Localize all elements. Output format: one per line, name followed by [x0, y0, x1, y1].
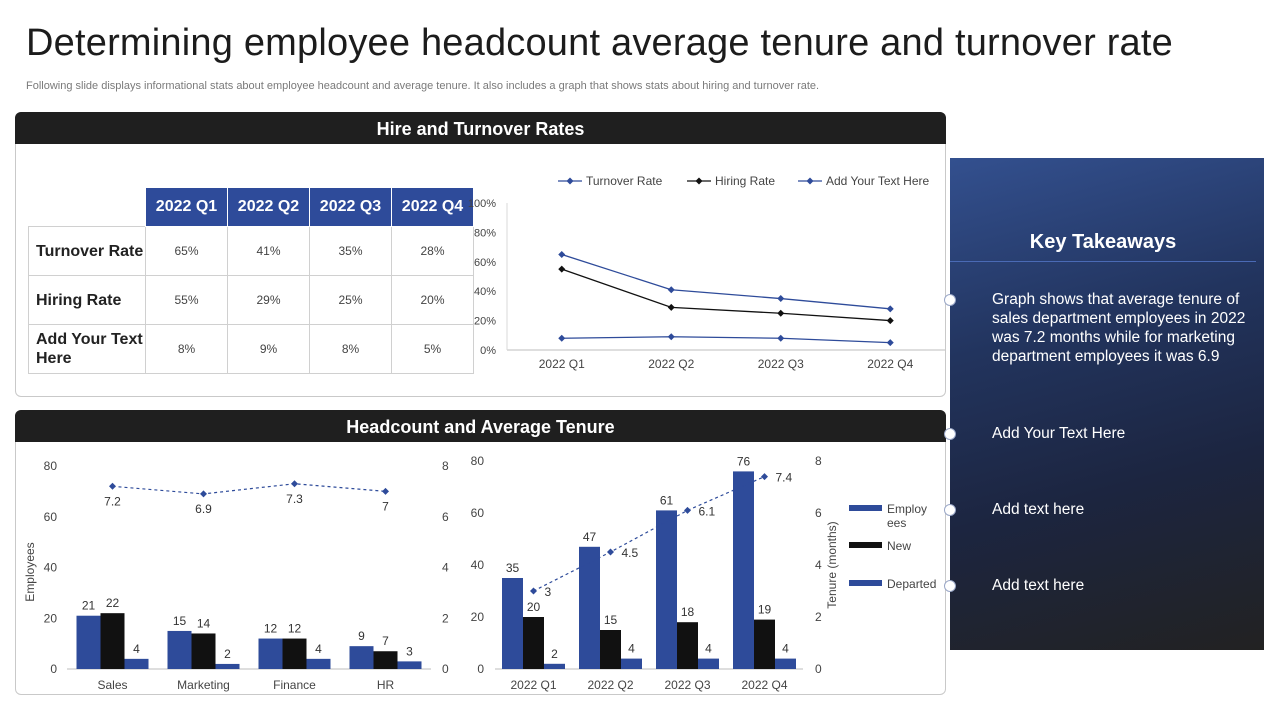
column-header: 2022 Q4: [391, 187, 474, 227]
takeaway-item: Graph shows that average tenure of sales…: [992, 291, 1246, 365]
table-row: Hiring Rate 55% 29% 25% 20%: [28, 275, 474, 325]
bullet-dot-icon: [944, 504, 956, 516]
table-cell: 35%: [309, 226, 392, 276]
table-cell: 28%: [391, 226, 474, 276]
takeaway-item: Add text here: [992, 577, 1085, 594]
table-row: Turnover Rate 65% 41% 35% 28%: [28, 226, 474, 276]
table-corner: [29, 188, 146, 227]
table-cell: 65%: [145, 226, 228, 276]
bullet-dot-icon: [944, 580, 956, 592]
table-cell: 55%: [145, 275, 228, 325]
column-header: 2022 Q2: [227, 187, 310, 227]
table-cell: 29%: [227, 275, 310, 325]
bullet-dot-icon: [944, 428, 956, 440]
rates-panel-title: Hire and Turnover Rates: [15, 112, 946, 144]
rates-panel: Hire and Turnover Rates 2022 Q1 2022 Q2 …: [15, 112, 946, 397]
column-header: 2022 Q3: [309, 187, 392, 227]
row-label: Turnover Rate: [28, 226, 146, 276]
table-cell: 41%: [227, 226, 310, 276]
column-header: 2022 Q1: [145, 187, 228, 227]
row-label: Add Your Text Here: [28, 324, 146, 374]
page-title: Determining employee headcount average t…: [26, 22, 1173, 64]
key-takeaways-divider: [950, 261, 1256, 262]
rates-table-header: 2022 Q1 2022 Q2 2022 Q3 2022 Q4: [29, 187, 474, 227]
bullet-dot-icon: [944, 294, 956, 306]
table-cell: 20%: [391, 275, 474, 325]
headcount-panel-title: Headcount and Average Tenure: [15, 410, 946, 442]
page-subtitle: Following slide displays informational s…: [26, 80, 820, 92]
table-cell: 8%: [145, 324, 228, 374]
table-cell: 9%: [227, 324, 310, 374]
key-takeaways-panel: Key Takeaways Graph shows that average t…: [944, 158, 1264, 650]
takeaway-item: Add Your Text Here: [992, 425, 1126, 442]
table-row: Add Your Text Here 8% 9% 8% 5%: [28, 324, 474, 374]
key-takeaways-title: Key Takeaways: [1029, 231, 1177, 253]
rates-table: 2022 Q1 2022 Q2 2022 Q3 2022 Q4 Turnover…: [28, 187, 474, 374]
row-label: Hiring Rate: [28, 275, 146, 325]
takeaway-item: Add text here: [992, 501, 1085, 518]
table-cell: 25%: [309, 275, 392, 325]
headcount-panel: Headcount and Average Tenure: [15, 410, 946, 695]
table-cell: 8%: [309, 324, 392, 374]
table-cell: 5%: [391, 324, 474, 374]
